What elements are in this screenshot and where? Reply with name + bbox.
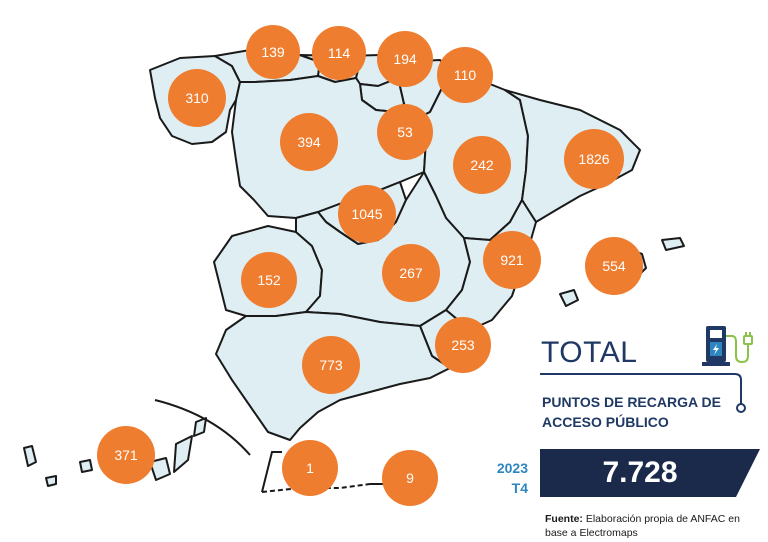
bubble-value: 152 [257,272,281,288]
bubble-madrid: 1045 [338,185,396,243]
island-ibiza [559,289,579,307]
period-quarter: T4 [511,480,528,496]
bubble-value: 114 [328,45,351,61]
bubble-comunidad-valenciana: 921 [483,231,541,289]
island-el-hierro [45,475,57,487]
bubble-ceuta: 1 [282,440,338,496]
bubble-aragon-norte: 110 [437,47,493,103]
island-fuerteventura [173,435,193,473]
bubble-cataluna: 1826 [564,129,624,189]
source-label: Fuente: [545,513,583,525]
total-title: TOTAL [541,336,638,369]
bubble-value: 554 [602,258,626,274]
bubble-value: 242 [470,157,494,173]
bubble-value: 1826 [578,151,609,167]
value-bubbles: 139 114 194 110 310 394 53 242 1826 1045… [97,25,643,506]
island-lanzarote [193,417,207,437]
bubble-value: 1045 [351,206,382,222]
bubble-value: 53 [397,124,413,140]
bubble-value: 773 [319,357,343,373]
bubble-value: 310 [185,90,209,106]
island-la-palma [23,445,37,467]
bubble-canarias: 371 [97,426,155,484]
ev-charger-icon [702,326,753,366]
total-subtitle: PUNTOS DE RECARGA DE ACCESO PÚBLICO [542,394,721,430]
bubble-castilla-la-mancha: 267 [382,244,440,302]
bubble-value: 194 [393,51,417,67]
bubble-aragon: 242 [453,136,511,194]
bubble-baleares: 554 [585,237,643,295]
bubble-value: 394 [297,134,321,150]
total-value-box: 7.728 [540,449,760,497]
island-gran-canaria [149,457,171,481]
total-value: 7.728 [602,456,678,489]
bubble-navarra: 194 [377,31,433,87]
canarias-separator-arc [154,399,251,456]
period-label: 2023 T4 [470,458,528,498]
island-menorca [661,237,685,251]
bubble-value: 1 [306,460,314,476]
bubble-cantabria: 139 [246,25,300,79]
bubble-value: 253 [451,337,475,353]
bubble-castilla-y-leon: 394 [280,113,338,171]
total-connector-line [540,373,742,404]
bubble-murcia: 253 [435,317,491,373]
bubble-galicia: 310 [168,69,226,127]
bubble-value: 9 [406,470,414,486]
island-la-gomera [79,459,93,473]
bubble-value: 110 [454,67,477,83]
bubble-value: 267 [399,265,423,281]
source-note: Fuente: Elaboración propia de ANFAC en b… [545,512,755,540]
bubble-value: 921 [500,252,524,268]
bubble-pais-vasco: 114 [312,26,366,80]
source-text: Elaboración propia de ANFAC en base a El… [545,513,740,539]
bubble-la-rioja: 53 [377,104,433,160]
connector-dot [736,403,746,413]
bubble-extremadura: 152 [241,252,297,308]
bubble-andalucia: 773 [302,336,360,394]
bubble-melilla: 9 [382,450,438,506]
bubble-value: 371 [114,447,138,463]
value-box-shape [540,449,760,497]
bubble-value: 139 [261,44,285,60]
period-year: 2023 [496,460,528,476]
